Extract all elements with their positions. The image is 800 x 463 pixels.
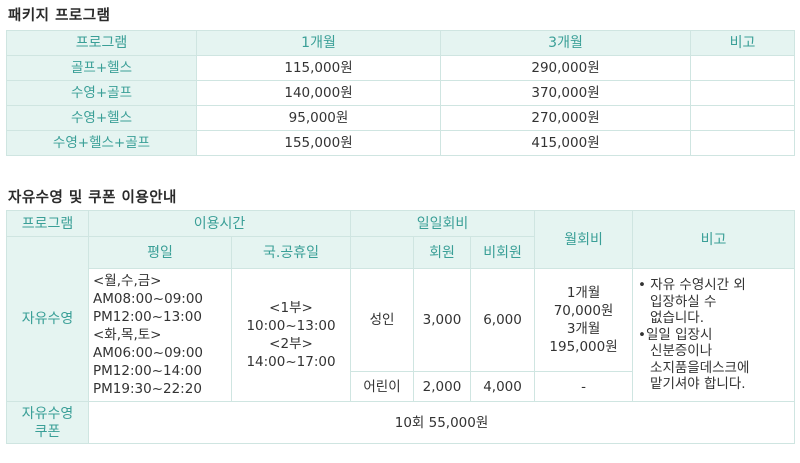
note-line: 소지품을데스크에: [650, 359, 750, 376]
coupon-price: 10회 55,000원: [87, 401, 796, 444]
note-line: 신분증이나: [650, 343, 713, 360]
program-name: 수영+헬스: [6, 105, 197, 131]
adult-member-fee: 3,000: [413, 268, 471, 372]
note-cell: [690, 80, 795, 106]
pool-header-row-1: 프로그램 이용시간 일일회비 월회비 비고: [6, 210, 796, 269]
one-month-price: 155,000원: [196, 130, 441, 156]
program-name: 골프+헬스: [6, 55, 197, 81]
coupon-label: 자유수영 쿠폰: [6, 401, 89, 444]
monthly-line: 70,000원: [553, 303, 614, 319]
three-month-price: 290,000원: [440, 55, 691, 81]
header-one-month: 1개월: [196, 30, 441, 56]
note-item: •일일 입장시 신분증이나 소지품을데스크에 맡기셔야 합니다.: [638, 327, 794, 393]
three-month-price: 415,000원: [440, 130, 691, 156]
free-swim-notes: • 자유 수영시간 외 입장하실 수 없습니다. •일일 입장시 신분증이나 소…: [632, 268, 796, 402]
schedule-line: PM12:00~13:00: [93, 309, 202, 325]
one-month-price: 140,000원: [196, 80, 441, 106]
monthly-line: 195,000원: [549, 339, 618, 355]
header-program: 프로그램: [6, 210, 89, 237]
header-usage-time: 이용시간: [88, 210, 351, 237]
child-label: 어린이: [350, 371, 414, 402]
schedule-line: PM19:30~22:20: [93, 381, 202, 397]
header-member: 회원: [413, 236, 471, 269]
child-row: 어린이 2,000 4,000 -: [7, 371, 795, 402]
child-monthly-fee: -: [534, 371, 634, 402]
pool-header-row-2: 자유수영 평일 국.공휴일 회원 비회원: [6, 236, 795, 402]
table-row: 수영+헬스+골프 155,000원 415,000원: [6, 130, 795, 156]
header-note: 비고: [690, 30, 795, 56]
program-name: 수영+헬스+골프: [6, 130, 197, 156]
note-line: 입장하실 수: [650, 293, 717, 310]
child-member-fee: 2,000: [413, 371, 471, 402]
table-row: 수영+헬스 95,000원 270,000원: [6, 105, 795, 131]
note-cell: [690, 130, 795, 156]
monthly-fee: 1개월 70,000원 3개월 195,000원: [534, 268, 634, 372]
package-section-title: 패키지 프로그램: [8, 8, 111, 24]
schedule-line: <화,목,토>: [93, 327, 162, 343]
pool-section-title: 자유수영 및 쿠폰 이용안내: [8, 190, 177, 206]
note-line: 맡기셔야 합니다.: [650, 376, 746, 393]
one-month-price: 115,000원: [196, 55, 441, 81]
schedule-line: <2부>: [269, 336, 313, 352]
header-weekday: 평일: [88, 236, 232, 269]
monthly-line: 1개월: [566, 285, 601, 301]
monthly-line: 3개월: [566, 321, 601, 337]
child-non-member-fee: 4,000: [469, 371, 536, 402]
note-line: •일일 입장시: [638, 326, 713, 343]
schedule-line: PM12:00~14:00: [93, 363, 202, 379]
adult-non-member-fee: 6,000: [469, 268, 536, 372]
note-line: • 자유 수영시간 외: [638, 277, 746, 294]
schedule-line: <1부>: [269, 300, 313, 316]
schedule-line: <월,수,금>: [93, 273, 162, 289]
schedule-line: 10:00~13:00: [246, 318, 336, 334]
coupon-row: 자유수영 쿠폰 10회 55,000원: [6, 401, 796, 444]
note-cell: [690, 55, 795, 81]
header-program: 프로그램: [6, 30, 197, 56]
adult-row: <월,수,금> AM08:00~09:00 PM12:00~13:00 <화,목…: [7, 268, 796, 402]
holiday-schedule: <1부> 10:00~13:00 <2부> 14:00~17:00: [231, 268, 351, 402]
three-month-price: 370,000원: [440, 80, 691, 106]
header-note: 비고: [632, 210, 796, 269]
header-non-member: 비회원: [469, 236, 536, 269]
pool-table: 프로그램 이용시간 일일회비 월회비 비고 자유수영 평일 국.공휴일 회원 비…: [6, 210, 796, 444]
weekday-schedule: <월,수,금> AM08:00~09:00 PM12:00~13:00 <화,목…: [88, 268, 232, 402]
header-monthly-fee: 월회비: [534, 210, 634, 269]
schedule-line: AM08:00~09:00: [93, 291, 204, 307]
package-header-row: 프로그램 1개월 3개월 비고: [6, 30, 795, 56]
header-daily-fee: 일일회비: [349, 210, 536, 237]
free-swim-label: 자유수영: [6, 236, 89, 402]
three-month-price: 270,000원: [440, 105, 691, 131]
schedule-line: 14:00~17:00: [246, 354, 336, 370]
schedule-line: AM06:00~09:00: [93, 345, 204, 361]
coupon-label-line: 쿠폰: [34, 423, 61, 440]
program-name: 수영+골프: [6, 80, 197, 106]
adult-label: 성인: [350, 268, 414, 372]
note-item: • 자유 수영시간 외 입장하실 수 없습니다.: [638, 277, 794, 327]
note-line: 없습니다.: [650, 310, 705, 327]
note-cell: [690, 105, 795, 131]
table-row: 수영+골프 140,000원 370,000원: [6, 80, 795, 106]
table-row: 골프+헬스 115,000원 290,000원: [6, 55, 795, 81]
package-table: 프로그램 1개월 3개월 비고 골프+헬스 115,000원 290,000원 …: [6, 30, 795, 156]
header-blank: [350, 236, 414, 269]
header-holiday: 국.공휴일: [231, 236, 351, 269]
one-month-price: 95,000원: [196, 105, 441, 131]
coupon-label-line: 자유수영: [21, 405, 74, 422]
header-three-month: 3개월: [440, 30, 691, 56]
